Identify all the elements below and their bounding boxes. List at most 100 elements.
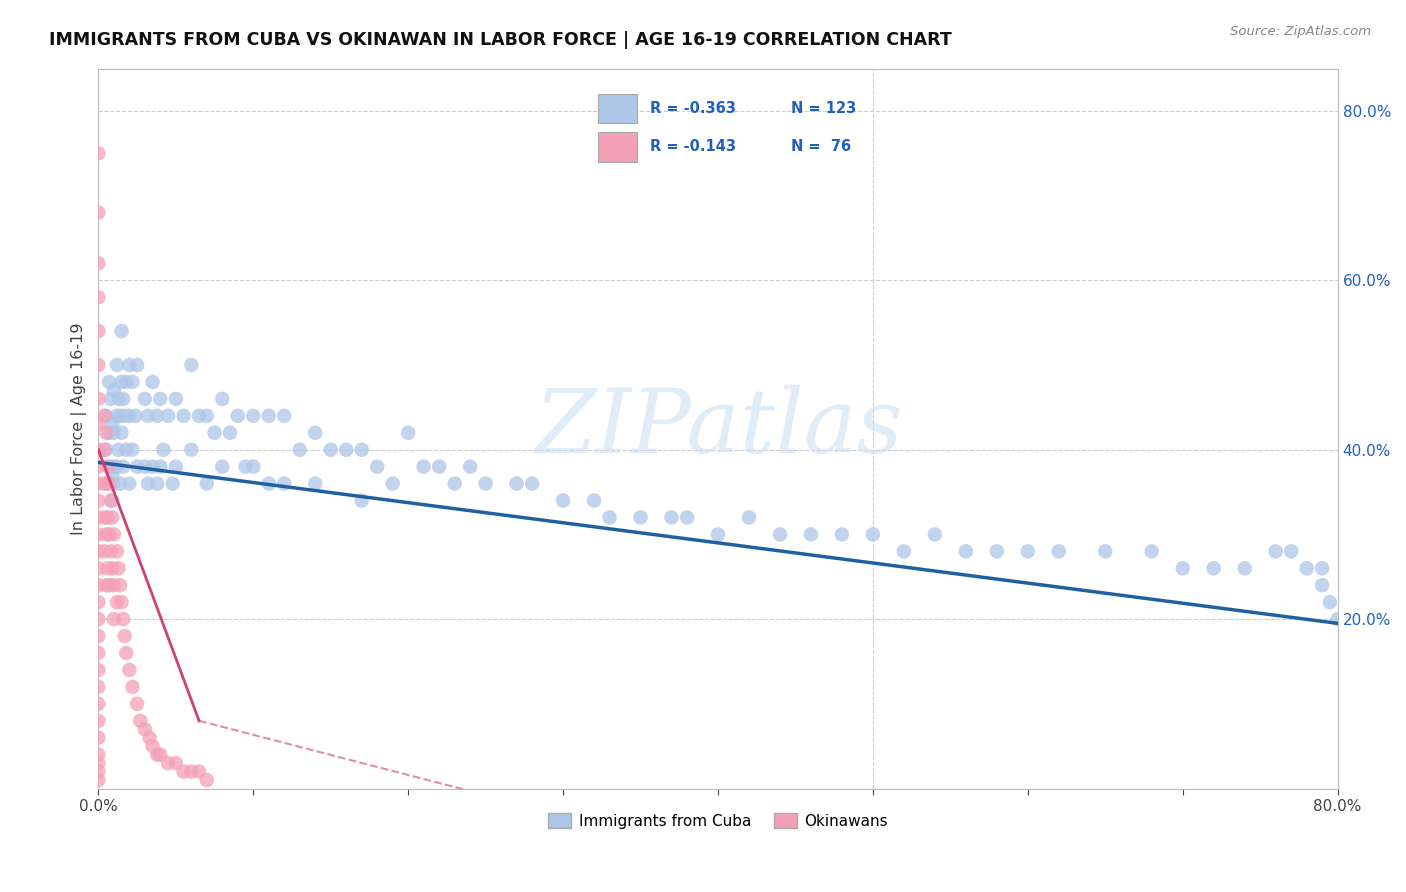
Point bbox=[93, 510, 115, 524]
Point bbox=[108, 476, 131, 491]
Point bbox=[146, 747, 169, 762]
Point bbox=[87, 578, 110, 592]
Point bbox=[1310, 578, 1333, 592]
Point bbox=[87, 663, 110, 677]
Point bbox=[630, 510, 652, 524]
Text: Source: ZipAtlas.com: Source: ZipAtlas.com bbox=[1230, 25, 1371, 38]
Point bbox=[87, 392, 110, 406]
Point bbox=[98, 476, 121, 491]
Point bbox=[87, 714, 110, 728]
Point bbox=[165, 756, 187, 771]
Point bbox=[165, 392, 187, 406]
Point bbox=[520, 476, 543, 491]
Point bbox=[458, 459, 481, 474]
Point bbox=[195, 773, 218, 788]
Point bbox=[108, 578, 131, 592]
Point bbox=[94, 409, 117, 423]
Point bbox=[146, 409, 169, 423]
Point bbox=[107, 442, 129, 457]
Point bbox=[118, 476, 141, 491]
Point bbox=[188, 409, 211, 423]
Point bbox=[87, 731, 110, 745]
Text: ZIPatlas: ZIPatlas bbox=[534, 385, 903, 472]
Point bbox=[101, 417, 124, 432]
Point bbox=[412, 459, 434, 474]
Point bbox=[98, 375, 121, 389]
Point bbox=[1094, 544, 1116, 558]
Point bbox=[366, 459, 388, 474]
Point bbox=[1017, 544, 1039, 558]
Point bbox=[87, 476, 110, 491]
Point bbox=[273, 476, 295, 491]
Point bbox=[800, 527, 823, 541]
Point bbox=[87, 680, 110, 694]
Point bbox=[152, 442, 174, 457]
Point bbox=[101, 468, 124, 483]
Point bbox=[955, 544, 977, 558]
Point bbox=[87, 747, 110, 762]
Point bbox=[87, 205, 110, 219]
Point bbox=[107, 392, 129, 406]
Point bbox=[211, 392, 233, 406]
Point bbox=[107, 561, 129, 575]
Point bbox=[142, 375, 165, 389]
Point bbox=[103, 578, 125, 592]
Point bbox=[114, 629, 136, 643]
Point bbox=[98, 527, 121, 541]
Point bbox=[118, 409, 141, 423]
Legend: Immigrants from Cuba, Okinawans: Immigrants from Cuba, Okinawans bbox=[541, 806, 894, 835]
Point bbox=[97, 561, 120, 575]
Point bbox=[110, 375, 132, 389]
Point bbox=[87, 773, 110, 788]
Point bbox=[350, 493, 373, 508]
Point bbox=[893, 544, 915, 558]
Y-axis label: In Labor Force | Age 16-19: In Labor Force | Age 16-19 bbox=[72, 322, 87, 535]
Point bbox=[1310, 561, 1333, 575]
Point bbox=[87, 510, 110, 524]
Point bbox=[87, 544, 110, 558]
Point bbox=[87, 493, 110, 508]
Point bbox=[583, 493, 606, 508]
Point bbox=[97, 510, 120, 524]
Point bbox=[110, 595, 132, 609]
Point bbox=[195, 409, 218, 423]
Point bbox=[319, 442, 342, 457]
Point bbox=[173, 409, 195, 423]
Point bbox=[173, 764, 195, 779]
Point bbox=[112, 612, 135, 626]
Point bbox=[108, 409, 131, 423]
Point bbox=[94, 442, 117, 457]
Point bbox=[87, 756, 110, 771]
Point bbox=[676, 510, 699, 524]
Point bbox=[118, 663, 141, 677]
Point bbox=[101, 493, 124, 508]
Point bbox=[769, 527, 792, 541]
Point bbox=[112, 392, 135, 406]
Point bbox=[443, 476, 465, 491]
Point bbox=[93, 409, 115, 423]
Point bbox=[180, 764, 202, 779]
Point bbox=[136, 409, 159, 423]
Point bbox=[1047, 544, 1070, 558]
Point bbox=[1326, 612, 1348, 626]
Point bbox=[831, 527, 853, 541]
Point bbox=[98, 578, 121, 592]
Point bbox=[134, 459, 156, 474]
Point bbox=[87, 358, 110, 372]
Point bbox=[136, 476, 159, 491]
Point bbox=[1279, 544, 1302, 558]
Point bbox=[124, 409, 146, 423]
Point bbox=[98, 425, 121, 440]
Point bbox=[94, 425, 117, 440]
Point bbox=[105, 544, 128, 558]
Point bbox=[87, 146, 110, 161]
Point bbox=[180, 442, 202, 457]
Point bbox=[100, 493, 122, 508]
Point bbox=[335, 442, 357, 457]
Point bbox=[110, 425, 132, 440]
Point bbox=[257, 409, 280, 423]
Point bbox=[226, 409, 249, 423]
Point bbox=[103, 527, 125, 541]
Point bbox=[257, 476, 280, 491]
Point bbox=[1295, 561, 1317, 575]
